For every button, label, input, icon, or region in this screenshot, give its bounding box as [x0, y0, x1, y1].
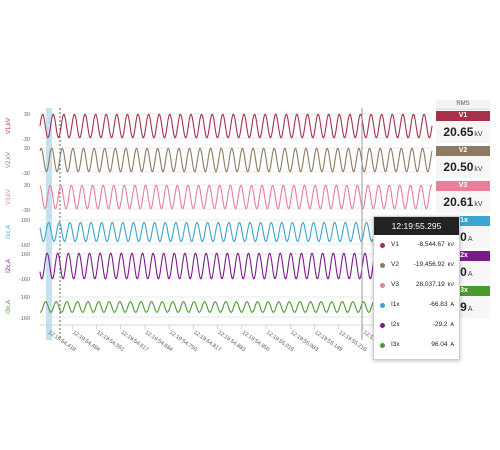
y-tick-label: 160	[21, 295, 30, 301]
y-tick-label: 30	[24, 146, 30, 152]
rms-v1-value-cell: 20.65kV	[436, 121, 490, 143]
tooltip-row-value: -66.83	[429, 301, 448, 308]
axis-label-i3x: I3x,A	[6, 300, 12, 314]
i3x-dot-icon	[380, 343, 385, 348]
tooltip-row-value: 96.04	[431, 341, 448, 348]
y-tick-label: -160	[19, 316, 30, 322]
y-tick-label: 160	[21, 218, 30, 224]
tooltip-row-v3: V3 28,037.19 kV	[374, 279, 459, 293]
tooltip-row-value-cell: -19,456.92 kV	[414, 261, 454, 268]
rms-i2x-label: I2x	[436, 251, 490, 261]
rms-v3-value: 20.61	[443, 195, 474, 209]
y-tick-label: -160	[19, 243, 30, 249]
series-v1-line	[39, 113, 433, 139]
tooltip-row-name: V2	[391, 261, 399, 268]
tooltip-row-unit: kV	[447, 282, 454, 288]
tooltip-row-name: I1x	[391, 301, 400, 308]
tooltip-row-unit: A	[450, 322, 454, 328]
rms-i3x-unit: A	[467, 306, 473, 313]
rms-i1x-unit: A	[467, 236, 473, 243]
tooltip-row-i3x: I3x 96.04 A	[374, 339, 459, 353]
rms-panel: RMS V1 20.65kV V2 20.50kV V3 20.61kV I1x…	[436, 100, 490, 318]
tooltip-row-value-cell: 28,037.19 kV	[416, 281, 454, 288]
y-tick-label: -30	[22, 171, 30, 177]
rms-v3-value-cell: 20.61kV	[436, 191, 490, 213]
y-tick-label: -160	[19, 277, 30, 283]
selection-band	[46, 108, 52, 340]
tooltip-row-name: V3	[391, 281, 399, 288]
tooltip-row-v1: V1 -8,544.67 kV	[374, 239, 459, 253]
tooltip-row-i1x: I1x -66.83 A	[374, 299, 459, 313]
v3-dot-icon	[380, 283, 385, 288]
axis-label-v2: V2,kV	[6, 152, 12, 168]
tooltip-row-value-cell: -29.2 A	[433, 321, 454, 328]
y-tick-label: 30	[24, 112, 30, 118]
series-v3-line	[39, 184, 433, 210]
series-i2x-line	[39, 252, 433, 280]
tooltip-row-name: I2x	[391, 321, 400, 328]
tooltip-row-value: -29.2	[432, 321, 448, 328]
tooltip-row-unit: A	[450, 302, 454, 308]
series-i3x-line	[39, 301, 433, 313]
rms-v3-unit: kV	[474, 201, 483, 208]
rms-v3: V3 20.61kV	[436, 181, 490, 213]
rms-v2-unit: kV	[474, 166, 483, 173]
tooltip-row-value-cell: 96.04 A	[431, 341, 454, 348]
axis-label-i1x: I1x,A	[6, 225, 12, 239]
rms-v1-value: 20.65	[443, 125, 474, 139]
v1-dot-icon	[380, 243, 385, 248]
tooltip-row-v2: V2 -19,456.92 kV	[374, 259, 459, 273]
rms-title: RMS	[436, 100, 490, 110]
rms-v1-unit: kV	[474, 131, 483, 138]
y-tick-label: 160	[21, 252, 30, 258]
y-tick-label: 30	[24, 183, 30, 189]
tooltip-row-value: -19,456.92	[413, 261, 445, 268]
tooltip-row-i2x: I2x -29.2 A	[374, 319, 459, 333]
rms-v2-value-cell: 20.50kV	[436, 156, 490, 178]
y-tick-label: -30	[22, 208, 30, 214]
tooltip-row-value-cell: -66.83 A	[429, 301, 454, 308]
tooltip-row-value: -8,544.67	[417, 241, 445, 248]
tooltip-row-unit: kV	[447, 242, 454, 248]
series-i1x-line	[39, 221, 433, 243]
tooltip-row-unit: kV	[447, 262, 454, 268]
v2-dot-icon	[380, 263, 385, 268]
rms-v1-label: V1	[436, 111, 490, 121]
tooltip-row-name: I3x	[391, 341, 400, 348]
cursor-tooltip: 12:19:55.295 V1 -8,544.67 kV V2 -19,456.…	[373, 216, 460, 360]
series-v2-line	[39, 147, 433, 173]
y-tick-label: -30	[22, 137, 30, 143]
rms-i3x-label: I3x	[436, 286, 490, 296]
rms-v3-label: V3	[436, 181, 490, 191]
rms-i1x-label: I1x	[436, 216, 490, 226]
axis-label-v3: V3,kV	[6, 189, 12, 205]
rms-v1: V1 20.65kV	[436, 111, 490, 143]
i2x-dot-icon	[380, 323, 385, 328]
axis-label-i2x: I2x,A	[6, 259, 12, 273]
tooltip-time: 12:19:55.295	[374, 217, 459, 235]
rms-i2x-unit: A	[467, 271, 473, 278]
tooltip-row-name: V1	[391, 241, 399, 248]
rms-v2-value: 20.50	[443, 160, 474, 174]
axis-label-v1: V1,kV	[6, 118, 12, 134]
tooltip-row-value-cell: -8,544.67 kV	[417, 241, 454, 248]
i1x-dot-icon	[380, 303, 385, 308]
tooltip-row-value: 28,037.19	[415, 281, 445, 288]
rms-v2-label: V2	[436, 146, 490, 156]
tooltip-row-unit: A	[450, 342, 454, 348]
rms-v2: V2 20.50kV	[436, 146, 490, 178]
